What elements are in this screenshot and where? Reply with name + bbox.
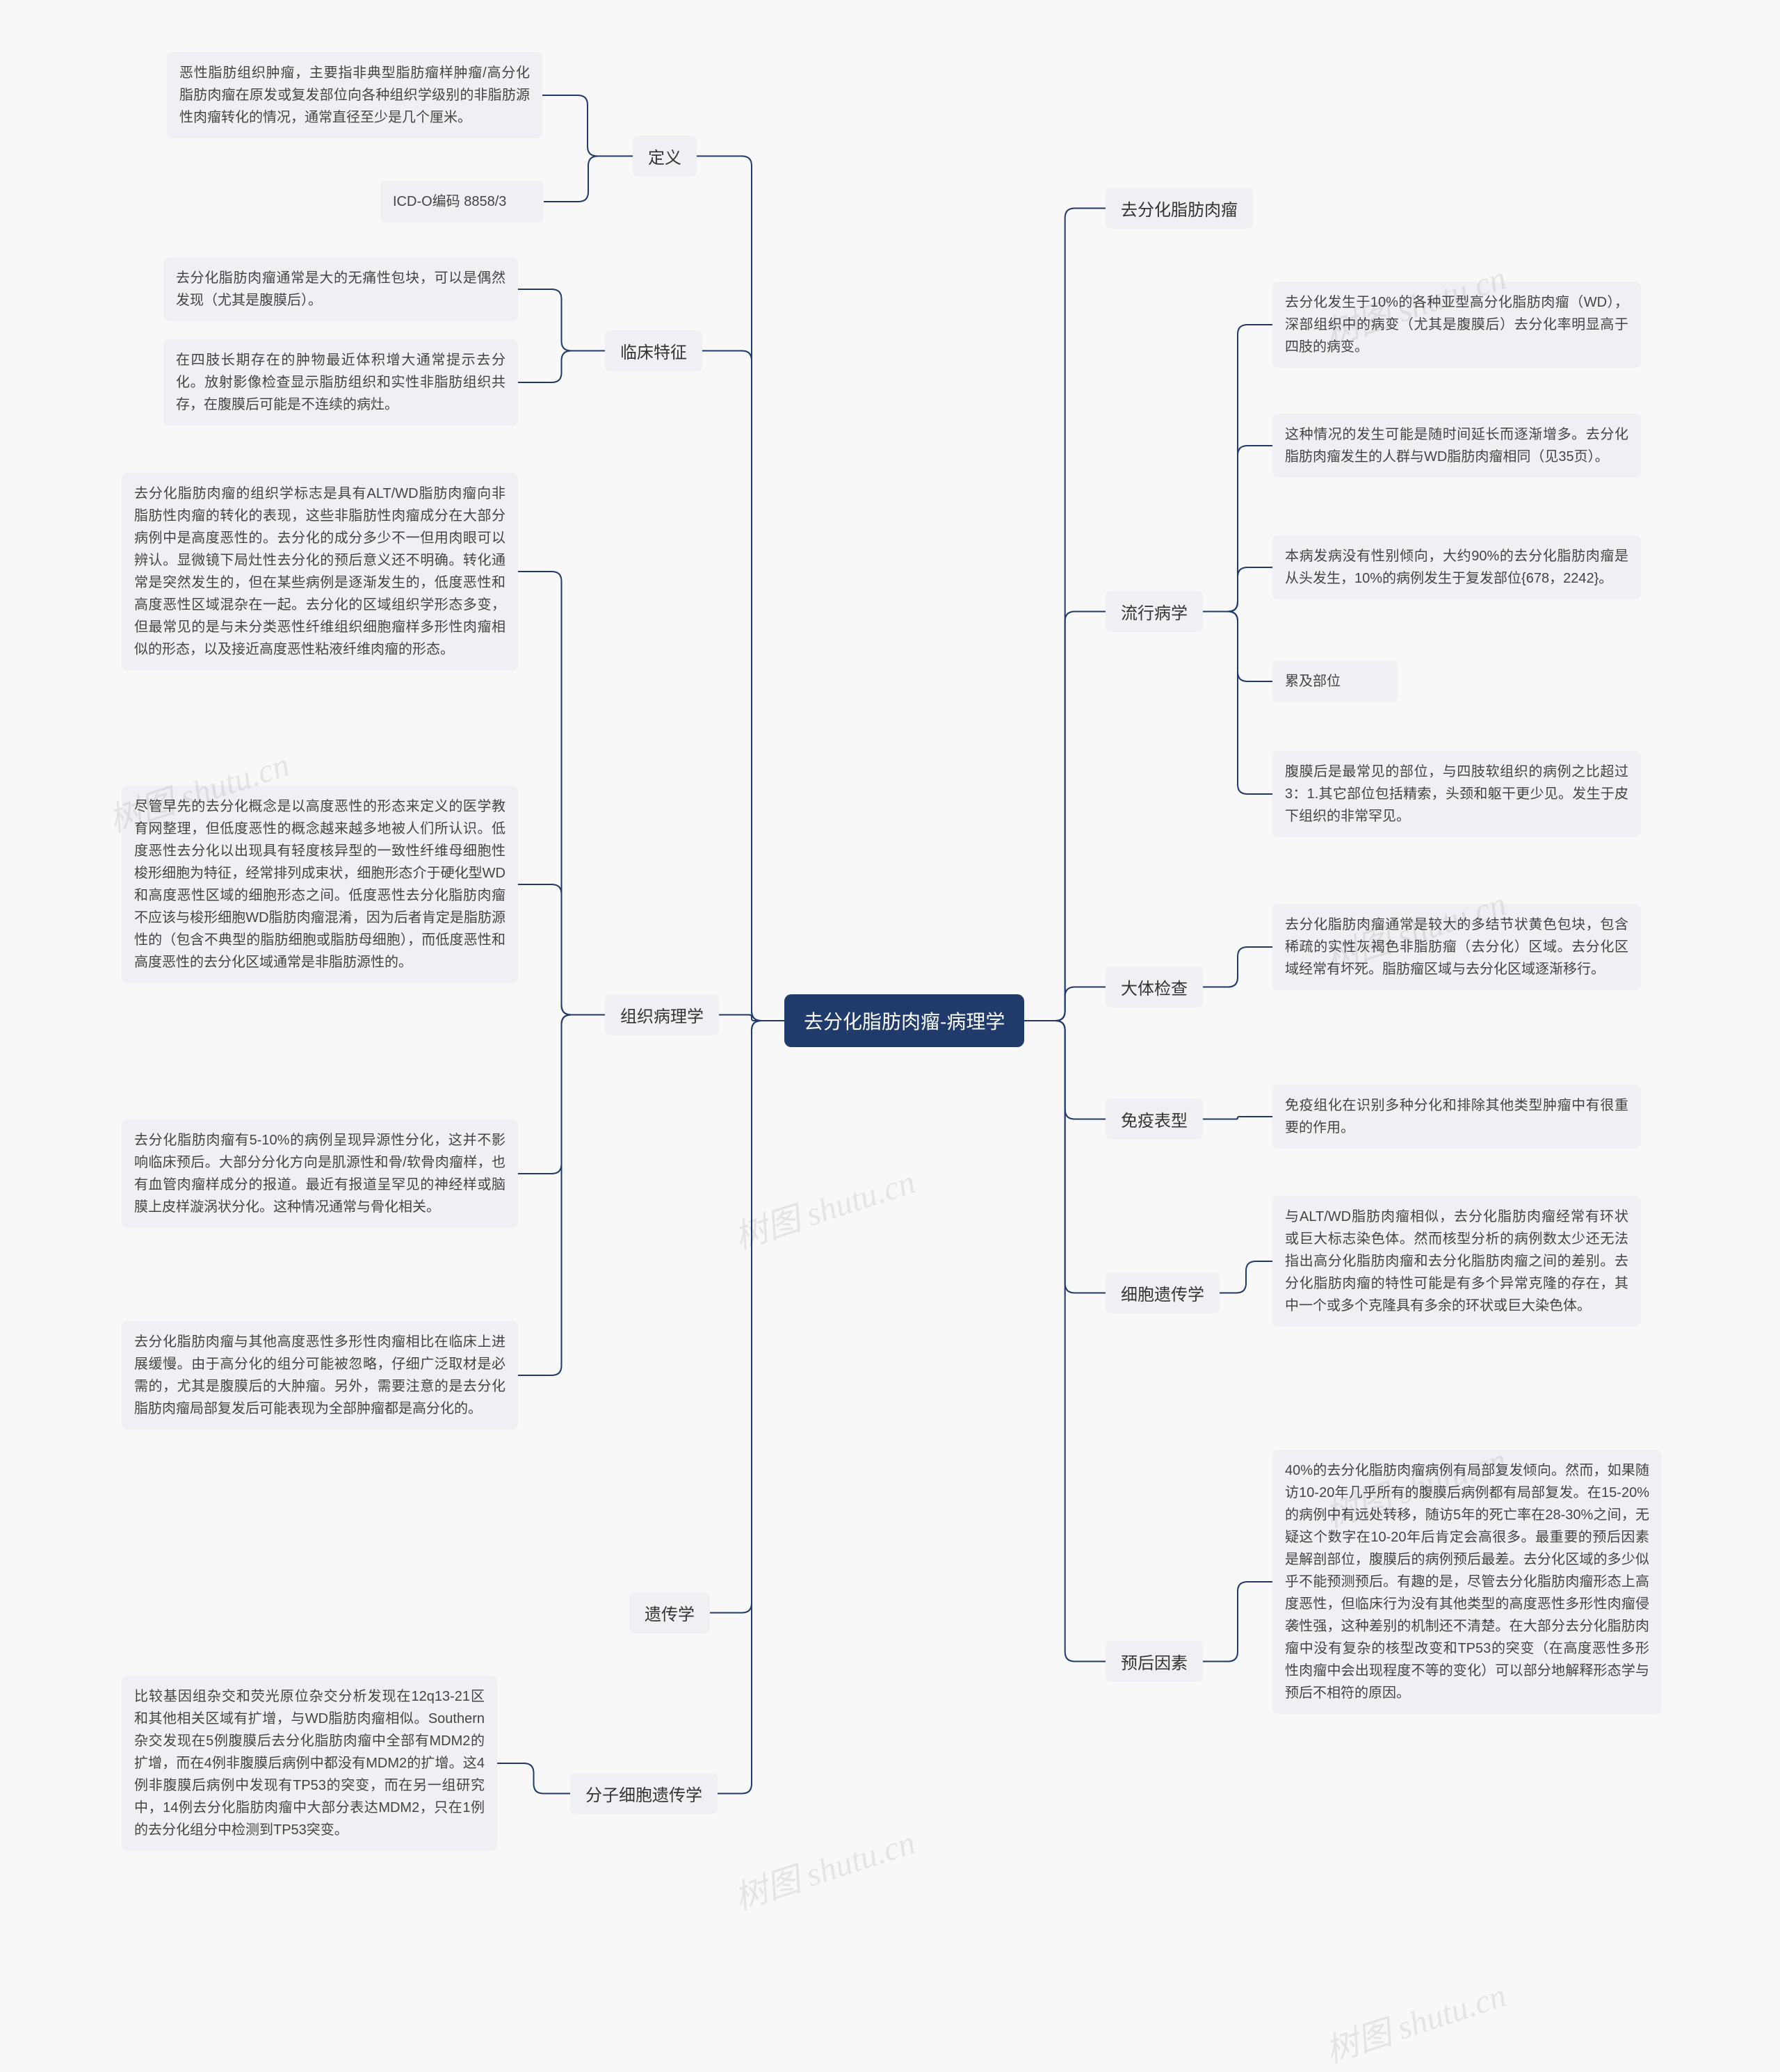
leaf-clinical-0: 去分化脂肪肉瘤通常是大的无痛性包块，可以是偶然发现（尤其是腹膜后）。 xyxy=(163,257,518,321)
leaf-definition-0: 恶性脂肪组织肿瘤，主要指非典型脂肪瘤样肿瘤/高分化脂肪肉瘤在原发或复发部位向各种… xyxy=(167,52,542,138)
root-node: 去分化脂肪肉瘤-病理学 xyxy=(784,994,1024,1047)
leaf-histo-0: 去分化脂肪肉瘤的组织学标志是具有ALT/WD脂肪肉瘤向非脂肪性肉瘤的转化的表现，… xyxy=(122,473,518,670)
leaf-molecular-0: 比较基因组杂交和荧光原位杂交分析发现在12q13-21区和其他相关区域有扩增，与… xyxy=(122,1676,497,1851)
leaf-epi-1: 这种情况的发生可能是随时间延长而逐渐增多。去分化脂肪肉瘤发生的人群与WD脂肪肉瘤… xyxy=(1272,414,1641,478)
leaf-epi-2: 本病发病没有性别倾向，大约90%的去分化脂肪肉瘤是从头发生，10%的病例发生于复… xyxy=(1272,535,1641,599)
leaf-histo-3: 去分化脂肪肉瘤与其他高度恶性多形性肉瘤相比在临床上进展缓慢。由于高分化的组分可能… xyxy=(122,1321,518,1430)
branch-genetics: 遗传学 xyxy=(629,1592,710,1633)
leaf-epi-0: 去分化发生于10%的各种亚型高分化脂肪肉瘤（WD），深部组织中的病变（尤其是腹膜… xyxy=(1272,282,1641,368)
branch-clinical: 临床特征 xyxy=(605,330,702,371)
leaf-gross-0: 去分化脂肪肉瘤通常是较大的多结节状黄色包块，包含稀疏的实性灰褐色非脂肪瘤（去分化… xyxy=(1272,904,1641,990)
branch-dediff: 去分化脂肪肉瘤 xyxy=(1106,188,1253,229)
watermark: 树图 shutu.cn xyxy=(727,1154,921,1258)
watermark: 树图 shutu.cn xyxy=(1318,1968,1512,2072)
leaf-clinical-1: 在四肢长期存在的肿物最近体积增大通常提示去分化。放射影像检查显示脂肪组织和实性非… xyxy=(163,339,518,426)
branch-definition: 定义 xyxy=(633,136,697,177)
leaf-cyto-0: 与ALT/WD脂肪肉瘤相似，去分化脂肪肉瘤经常有环状或巨大标志染色体。然而核型分… xyxy=(1272,1196,1641,1327)
leaf-histo-1: 尽管早先的去分化概念是以高度恶性的形态来定义的医学教育网整理，但低度恶性的概念越… xyxy=(122,786,518,983)
branch-prognosis: 预后因素 xyxy=(1106,1641,1203,1682)
watermark: 树图 shutu.cn xyxy=(727,1815,921,1919)
branch-histopathology: 组织病理学 xyxy=(605,994,719,1035)
leaf-immuno-0: 免疫组化在识别多种分化和排除其他类型肿瘤中有很重要的作用。 xyxy=(1272,1085,1641,1149)
branch-gross: 大体检查 xyxy=(1106,966,1203,1007)
leaf-definition-1: ICD-O编码 8858/3 xyxy=(380,181,544,222)
leaf-prog-0: 40%的去分化脂肪肉瘤病例有局部复发倾向。然而，如果随访10-20年几乎所有的腹… xyxy=(1272,1450,1662,1714)
branch-molecular: 分子细胞遗传学 xyxy=(570,1773,718,1814)
branch-cytogenetics: 细胞遗传学 xyxy=(1106,1272,1220,1313)
leaf-epi-4: 腹膜后是最常见的部位，与四肢软组织的病例之比超过3：1.其它部位包括精索，头颈和… xyxy=(1272,751,1641,837)
branch-immuno: 免疫表型 xyxy=(1106,1099,1203,1140)
leaf-histo-2: 去分化脂肪肉瘤有5-10%的病例呈现异源性分化，这并不影响临床预后。大部分分化方… xyxy=(122,1119,518,1228)
leaf-epi-3: 累及部位 xyxy=(1272,661,1398,702)
branch-epidemiology: 流行病学 xyxy=(1106,591,1203,632)
